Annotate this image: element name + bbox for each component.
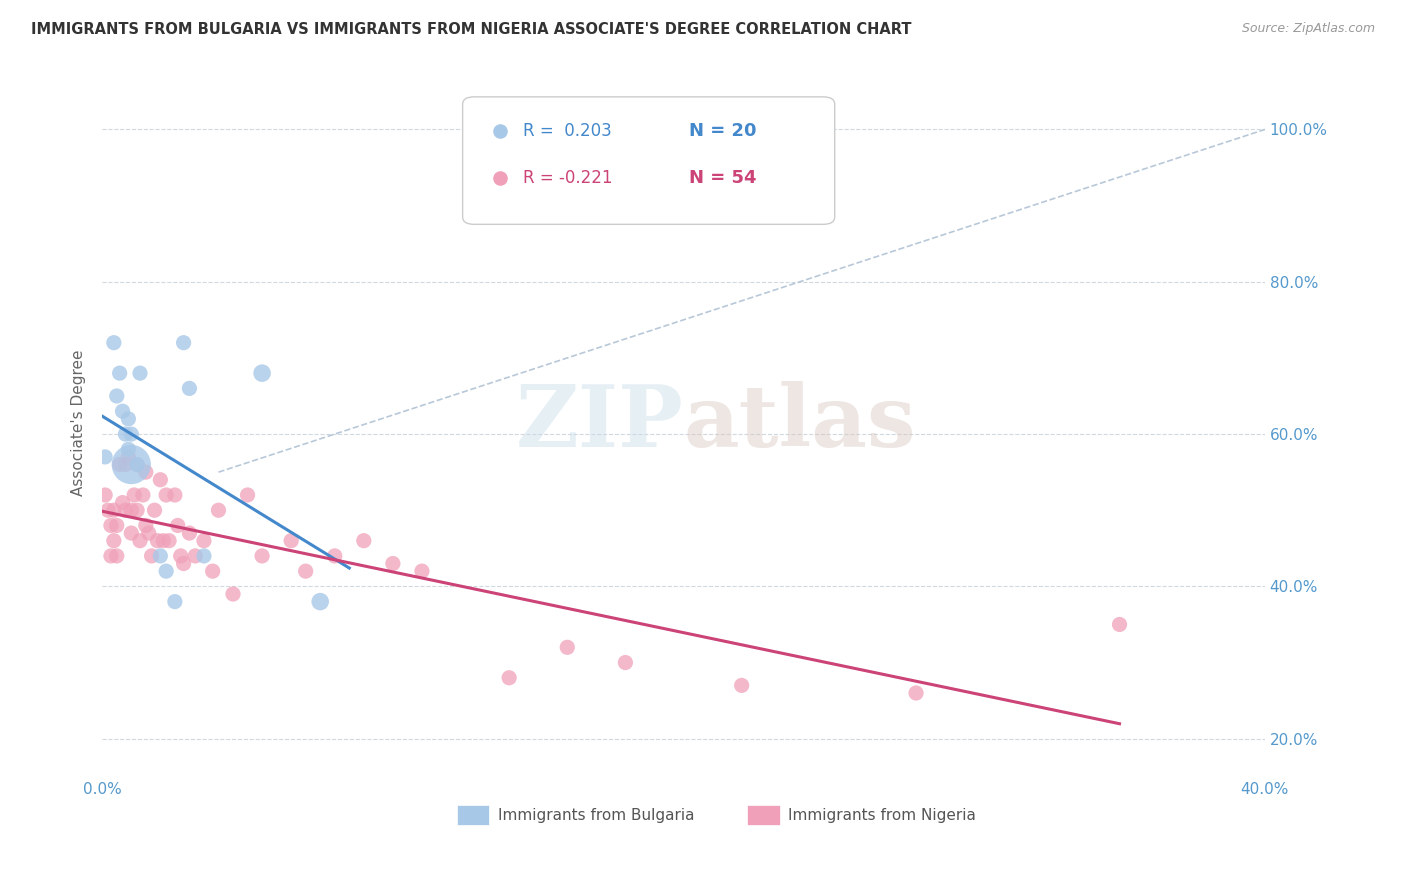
Point: [100, 549, 122, 563]
Point: [129, 533, 152, 548]
Point: [122, 488, 145, 502]
Point: [129, 366, 152, 380]
Text: ZIP: ZIP: [516, 381, 683, 465]
Point: [94, 488, 117, 502]
Point: [170, 549, 193, 563]
Point: [138, 526, 160, 541]
Point: [127, 458, 149, 472]
Point: [157, 533, 180, 548]
Point: [201, 564, 224, 578]
Point: [117, 442, 139, 457]
Point: [173, 335, 195, 350]
FancyBboxPatch shape: [463, 97, 835, 224]
Point: [207, 503, 229, 517]
Point: [120, 526, 142, 541]
Point: [132, 488, 155, 502]
Text: Immigrants from Nigeria: Immigrants from Nigeria: [789, 807, 976, 822]
Point: [193, 549, 215, 563]
Point: [103, 503, 125, 517]
Point: [108, 366, 131, 380]
Point: [146, 533, 169, 548]
Point: [149, 549, 172, 563]
Text: Immigrants from Bulgaria: Immigrants from Bulgaria: [498, 807, 695, 822]
Point: [222, 587, 245, 601]
Point: [1108, 617, 1130, 632]
Point: [411, 564, 433, 578]
FancyBboxPatch shape: [748, 805, 780, 825]
Point: [179, 526, 201, 541]
Y-axis label: Associate's Degree: Associate's Degree: [72, 350, 86, 496]
Point: [111, 495, 134, 509]
Point: [97, 503, 120, 517]
Point: [193, 533, 215, 548]
Point: [309, 594, 332, 608]
Text: IMMIGRANTS FROM BULGARIA VS IMMIGRANTS FROM NIGERIA ASSOCIATE'S DEGREE CORRELATI: IMMIGRANTS FROM BULGARIA VS IMMIGRANTS F…: [31, 22, 911, 37]
Point: [155, 564, 177, 578]
Point: [127, 458, 149, 472]
Point: [111, 404, 134, 418]
Point: [120, 503, 142, 517]
Point: [731, 678, 754, 692]
Point: [120, 458, 142, 472]
Point: [117, 450, 139, 464]
Point: [163, 488, 186, 502]
Point: [163, 594, 186, 608]
Point: [555, 640, 578, 655]
Point: [353, 533, 375, 548]
Point: [120, 427, 142, 442]
Point: [103, 335, 125, 350]
Point: [114, 427, 136, 442]
Point: [498, 671, 520, 685]
Point: [614, 656, 637, 670]
Point: [117, 412, 139, 426]
Point: [105, 549, 128, 563]
Point: [236, 488, 259, 502]
Point: [294, 564, 316, 578]
Point: [1085, 877, 1108, 891]
Point: [94, 450, 117, 464]
Point: [1085, 878, 1108, 892]
Point: [173, 557, 195, 571]
Point: [105, 389, 128, 403]
Text: R = -0.221: R = -0.221: [523, 169, 613, 187]
Text: N = 20: N = 20: [689, 122, 756, 140]
Point: [114, 503, 136, 517]
Point: [114, 458, 136, 472]
Text: R =  0.203: R = 0.203: [523, 122, 612, 140]
Point: [166, 518, 188, 533]
Text: N = 54: N = 54: [689, 169, 756, 187]
FancyBboxPatch shape: [457, 805, 489, 825]
Point: [152, 533, 174, 548]
Point: [250, 549, 273, 563]
Point: [135, 465, 157, 479]
Point: [100, 518, 122, 533]
Point: [323, 549, 346, 563]
Point: [103, 533, 125, 548]
Point: [184, 549, 207, 563]
Point: [155, 488, 177, 502]
Point: [108, 458, 131, 472]
Point: [135, 518, 157, 533]
Point: [149, 473, 172, 487]
Point: [127, 503, 149, 517]
Point: [905, 686, 928, 700]
Point: [179, 381, 201, 395]
Point: [141, 549, 163, 563]
Point: [143, 503, 166, 517]
Point: [105, 518, 128, 533]
Text: Source: ZipAtlas.com: Source: ZipAtlas.com: [1241, 22, 1375, 36]
Point: [280, 533, 302, 548]
Point: [250, 366, 273, 380]
Point: [381, 557, 404, 571]
Text: atlas: atlas: [683, 381, 917, 465]
